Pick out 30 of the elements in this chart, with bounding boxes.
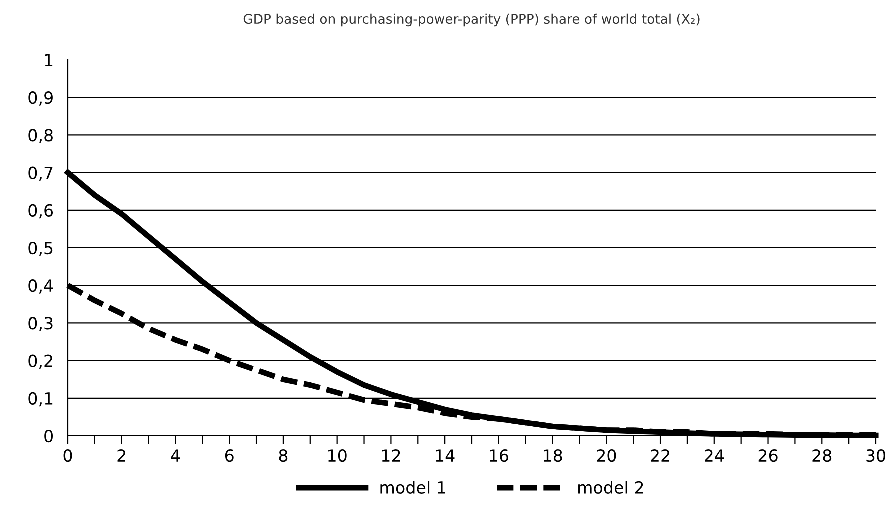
x-tick-label: 24 xyxy=(705,449,724,462)
x-tick-label: 26 xyxy=(758,449,778,462)
x-tick-label: 28 xyxy=(812,449,832,462)
x-tick-label: 30 xyxy=(866,449,886,462)
x-tick-label: 2 xyxy=(118,449,126,462)
chart-title: GDP based on purchasing-power-parity (PPP) share of world total (X₂) xyxy=(244,14,700,27)
x-tick-label: 0 xyxy=(64,449,72,462)
x-tick-label: 18 xyxy=(544,449,562,462)
y-tick-label: 0,2 xyxy=(28,354,52,370)
y-tick-label: 0,1 xyxy=(28,392,53,407)
y-tick-label: 0,5 xyxy=(28,242,53,256)
y-tick-label: 0 xyxy=(44,430,54,443)
x-tick-label: 20 xyxy=(597,449,616,462)
y-tick-label: 0,4 xyxy=(28,280,54,294)
x-tick-label: 4 xyxy=(171,450,180,462)
y-tick-label: 0,8 xyxy=(28,129,53,144)
legend-label: model 2 xyxy=(578,481,644,494)
y-tick-label: 0,9 xyxy=(28,92,53,106)
y-tick-label: 0,7 xyxy=(28,166,53,182)
x-tick-label: 16 xyxy=(490,449,508,462)
x-tick-label: 10 xyxy=(328,449,347,462)
x-tick-label: 6 xyxy=(225,449,234,462)
y-tick-label: 0,3 xyxy=(28,317,53,332)
x-tick-label: 8 xyxy=(279,449,288,462)
x-tick-label: 22 xyxy=(651,449,670,462)
x-tick-label: 12 xyxy=(382,449,400,462)
x-tick-label: 14 xyxy=(436,450,455,462)
legend-label: model 1 xyxy=(380,481,446,494)
y-tick-label: 0,6 xyxy=(28,204,54,219)
y-tick-label: 1 xyxy=(45,54,53,66)
